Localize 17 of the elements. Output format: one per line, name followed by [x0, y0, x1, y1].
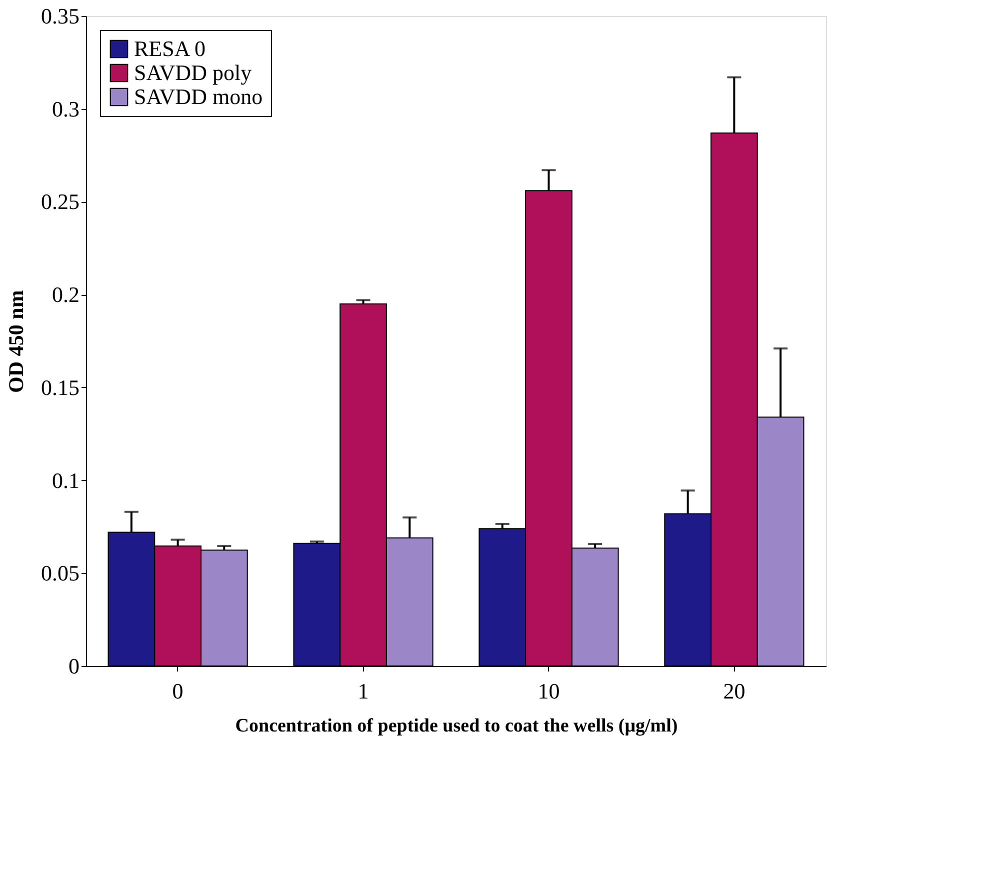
legend-label: SAVDD mono — [134, 84, 263, 109]
x-tick-label: 20 — [723, 678, 746, 704]
y-tick-label: 0.2 — [52, 282, 80, 308]
x-axis-title: Concentration of peptide used to coat the wells (μg/ml) — [235, 716, 678, 736]
y-axis-title: OD 450 nm — [4, 290, 28, 393]
y-tick-label: 0 — [68, 654, 80, 678]
x-tick-label: 1 — [358, 678, 369, 704]
y-tick-label: 0.25 — [41, 189, 80, 214]
x-tick-label: 0 — [172, 678, 184, 704]
y-tick-label: 0.05 — [41, 560, 80, 586]
legend-label: RESA 0 — [134, 36, 206, 61]
y-tick-label: 0.15 — [41, 374, 80, 400]
y-tick-label: 0.3 — [52, 96, 80, 122]
y-tick-label: 0.35 — [41, 4, 80, 28]
y-tick-label: 0.1 — [52, 468, 80, 493]
x-tick-label: 10 — [538, 678, 560, 704]
legend-label: SAVDD poly — [134, 60, 252, 85]
